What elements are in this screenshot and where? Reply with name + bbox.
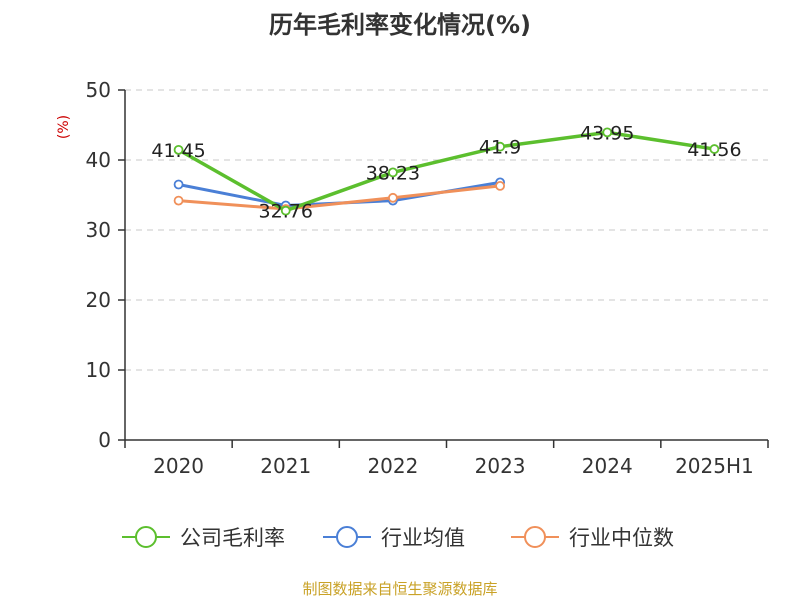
legend-label: 公司毛利率: [180, 526, 285, 550]
x-tick-label: 2021: [260, 454, 311, 478]
y-axis-unit-label: (%): [56, 115, 72, 139]
data-point: [280, 205, 291, 216]
legend-item-1[interactable]: 行业均值: [323, 526, 465, 550]
data-point: [173, 179, 184, 190]
data-label: 38.23: [366, 162, 420, 184]
data-label: 41.9: [479, 137, 521, 159]
y-tick-label: 10: [86, 358, 111, 382]
series-line-0: [177, 130, 715, 213]
data-point: [709, 144, 720, 154]
legend-label: 行业均值: [381, 526, 465, 550]
x-tick-label: 2023: [475, 454, 526, 478]
y-tick-label: 40: [86, 148, 111, 172]
y-tick-label: 0: [98, 428, 111, 452]
data-point: [173, 195, 184, 206]
legend-item-0[interactable]: 公司毛利率: [122, 526, 285, 550]
data-point: [495, 141, 505, 152]
grid-lines: [125, 89, 768, 371]
data-label: 43.95: [580, 122, 634, 144]
legend-item-2[interactable]: 行业中位数: [511, 526, 674, 550]
legend-marker: [524, 526, 546, 548]
y-tick-label: 30: [86, 218, 111, 242]
chart-title: 历年毛利率变化情况(%): [269, 11, 531, 39]
data-point: [602, 127, 613, 138]
series-lines: [173, 127, 720, 216]
legend-marker: [336, 526, 358, 548]
x-tick-label: 2020: [153, 454, 204, 478]
axes: 0 10 20 30 40 50 2020 2021 2022 2023 2024 2025H1: [86, 78, 769, 478]
source-note: 制图数据来自恒生聚源数据库: [302, 580, 497, 598]
series-line-2: [178, 184, 501, 211]
legend-label: 行业中位数: [569, 526, 674, 550]
legend[interactable]: 公司毛利率 行业均值 行业中位数: [122, 526, 674, 550]
data-point: [173, 144, 184, 155]
data-point: [388, 192, 398, 203]
data-point: [388, 167, 398, 178]
data-label: 41.45: [151, 140, 205, 162]
y-tick-label: 20: [86, 288, 111, 312]
data-labels: 41.45 32.76 38.23 41.9 43.95 41.56: [151, 122, 741, 222]
x-tick-label: 2022: [367, 454, 418, 478]
legend-marker: [135, 526, 157, 548]
x-tick-label: 2024: [582, 454, 633, 478]
data-label: 41.56: [687, 139, 741, 161]
x-tick-label: 2025H1: [675, 454, 754, 478]
data-point: [495, 180, 505, 191]
y-tick-label: 50: [86, 78, 111, 102]
data-label: 32.76: [259, 201, 313, 223]
